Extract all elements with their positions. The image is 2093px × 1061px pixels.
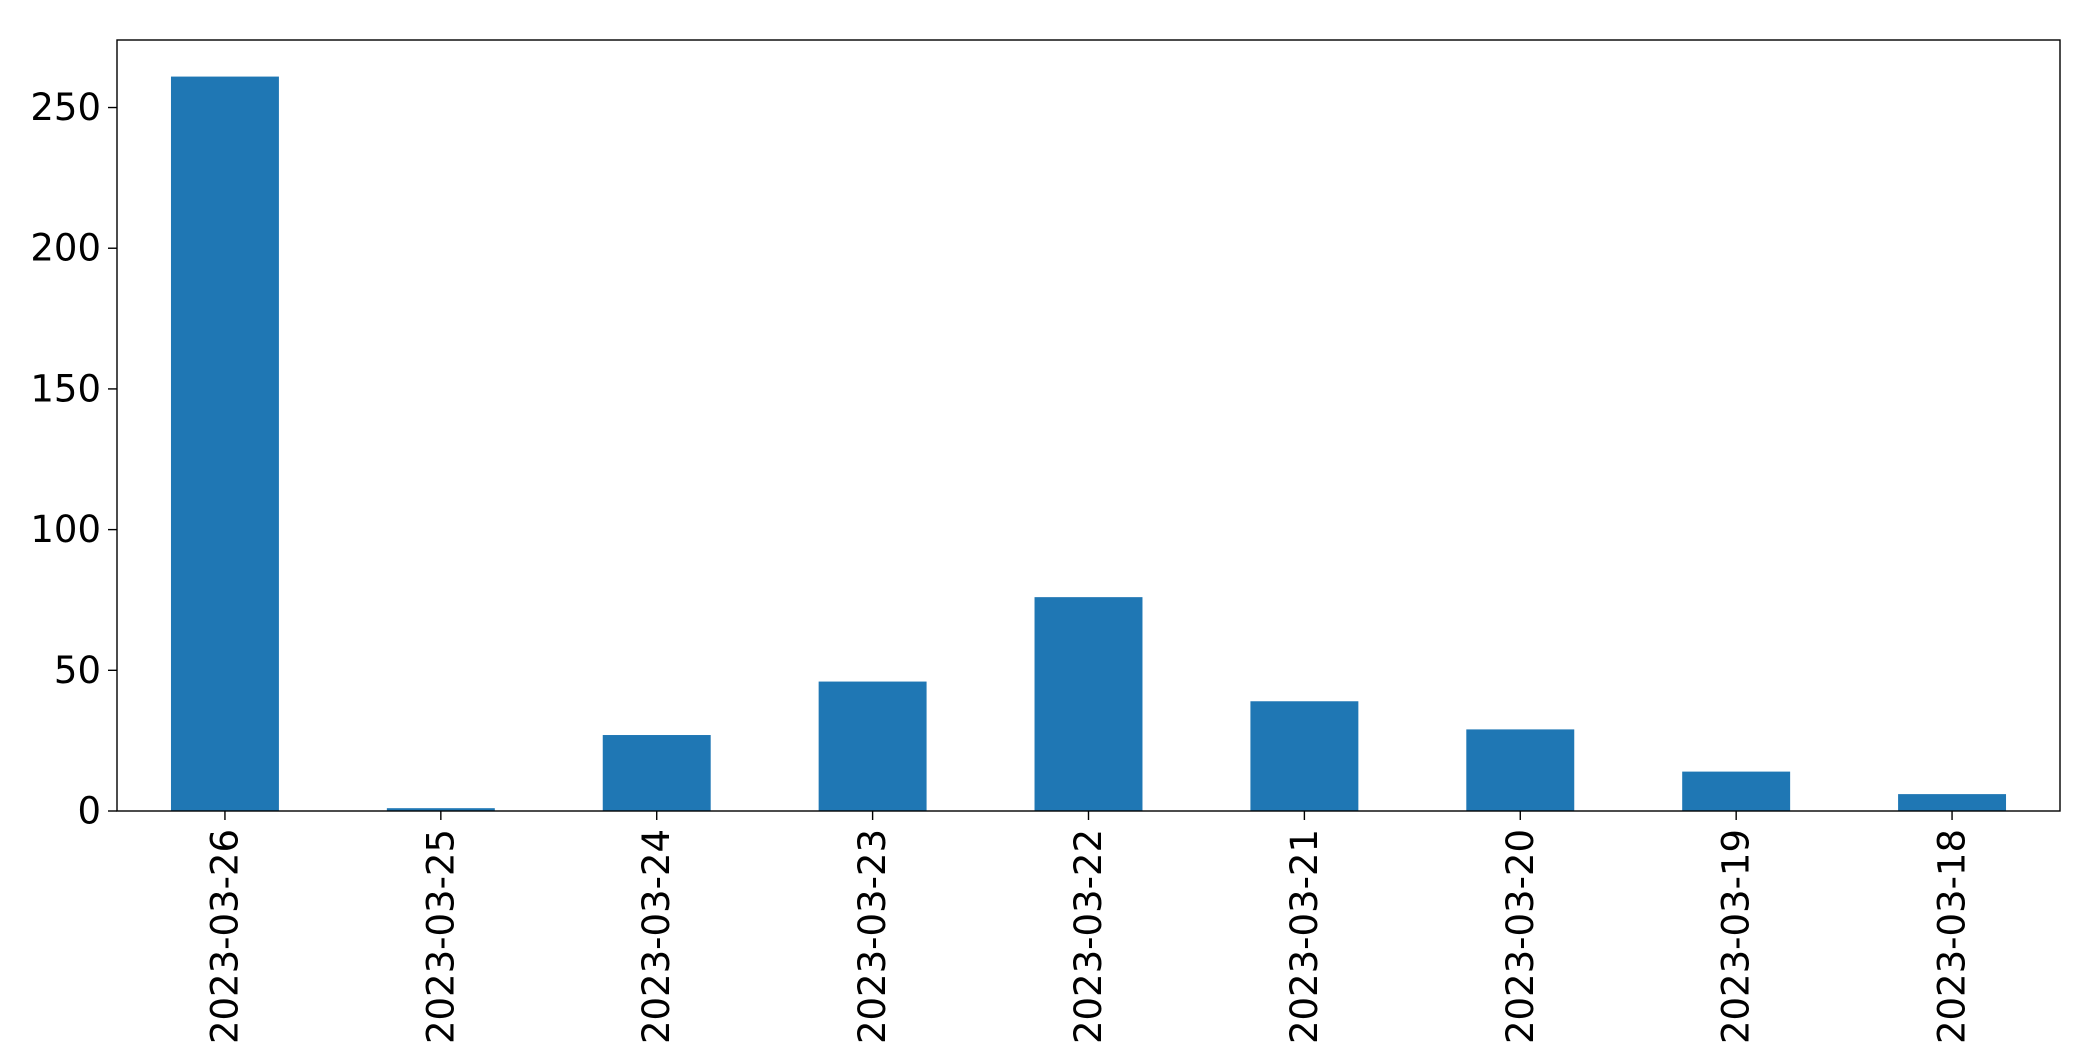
x-tick-label: 2023-03-24 [635,829,678,1044]
x-tick-label: 2023-03-25 [419,829,462,1044]
y-tick-label: 250 [30,86,101,129]
y-tick-label: 50 [54,649,101,692]
x-tick-label: 2023-03-23 [851,829,894,1044]
x-tick-label: 2023-03-20 [1499,829,1542,1044]
x-tick-label: 2023-03-26 [203,829,246,1044]
bars-group [170,76,2007,811]
y-tick-label: 0 [77,790,101,833]
bar-2023-03-23 [818,681,927,811]
bar-2023-03-19 [1682,771,1791,811]
plot-frame [116,39,2061,812]
bar-2023-03-24 [602,735,711,811]
x-axis: 2023-03-26 2023-03-25 2023-03-24 2023-03-23… [203,811,1974,1044]
x-tick-label: 2023-03-19 [1715,829,1758,1044]
bar-2023-03-21 [1250,701,1359,811]
bar-2023-03-20 [1466,729,1575,811]
y-tick-label: 150 [30,367,101,410]
bar-2023-03-22 [1034,597,1143,811]
bar-2023-03-18 [1898,794,2007,811]
y-tick-label: 100 [30,508,101,551]
x-tick-label: 2023-03-22 [1067,829,1110,1044]
y-tick-label: 200 [30,227,101,270]
x-tick-label: 2023-03-21 [1283,829,1326,1044]
y-axis: 0 50 100 150 200 250 [30,86,117,833]
bar-2023-03-25 [386,808,495,811]
x-tick-label: 2023-03-18 [1931,829,1974,1044]
bar-2023-03-26 [170,76,279,811]
